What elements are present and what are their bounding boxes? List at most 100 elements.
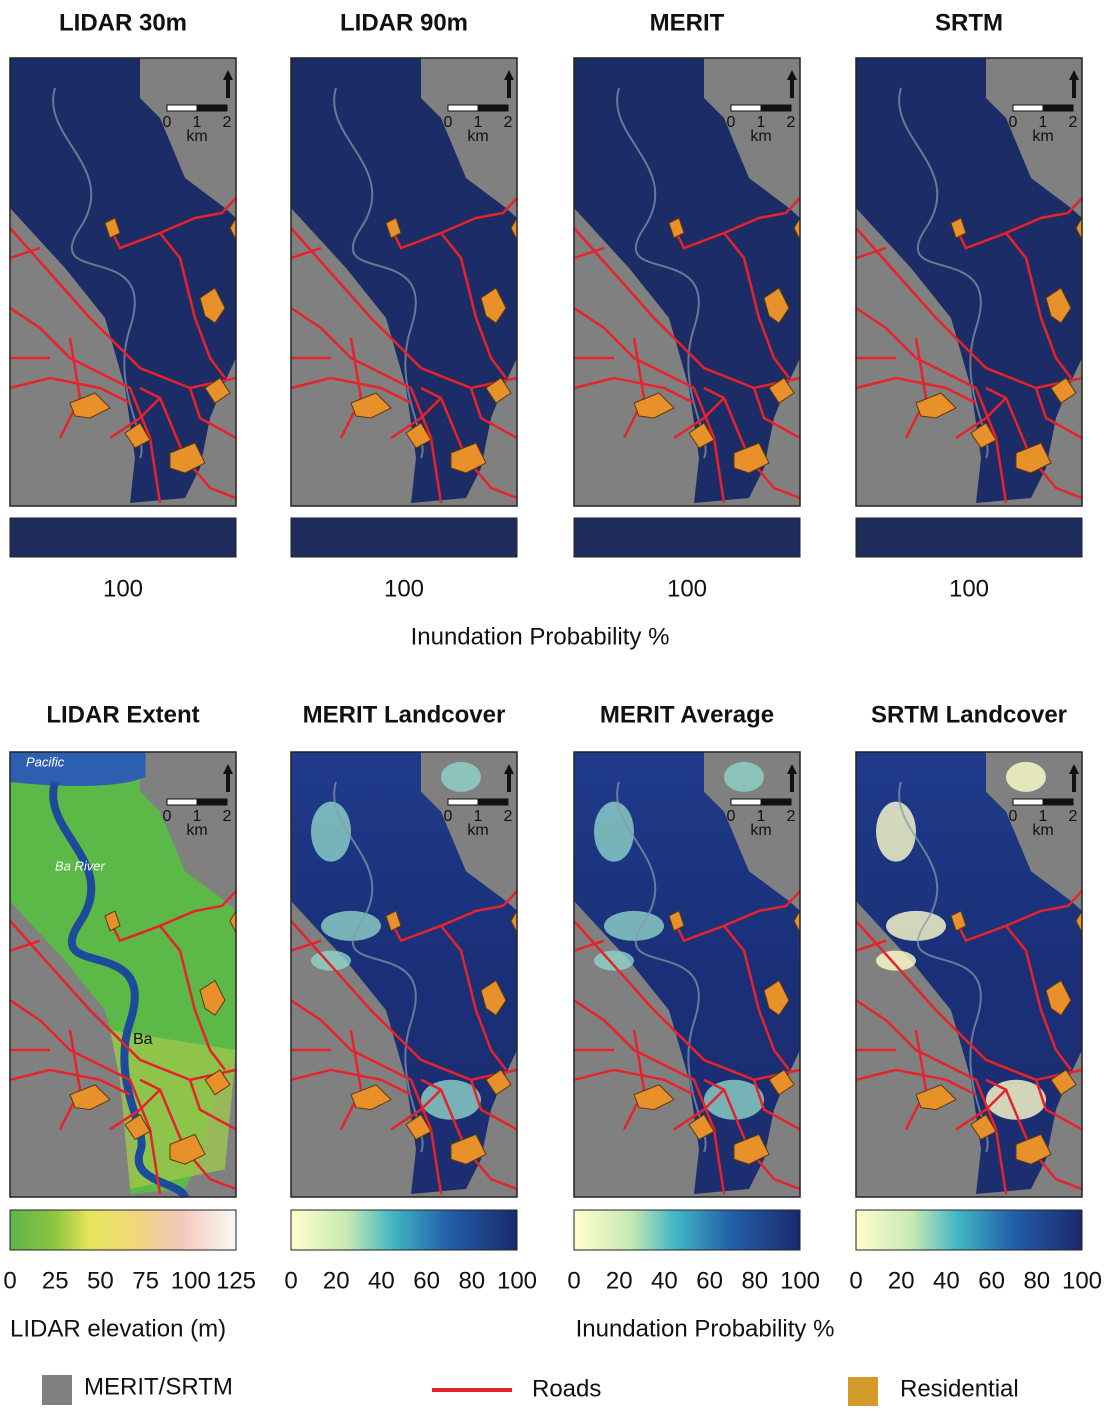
color-bar-tick: 60 bbox=[978, 1267, 1005, 1294]
color-bar-tick: 50 bbox=[87, 1267, 114, 1294]
scale-bar bbox=[448, 799, 478, 805]
scale-tick: 0 bbox=[1009, 114, 1018, 131]
scale-unit: km bbox=[467, 128, 488, 145]
scale-bar bbox=[1013, 105, 1043, 111]
scale-unit: km bbox=[186, 128, 207, 145]
scale-tick: 2 bbox=[504, 114, 513, 131]
axis-label: LIDAR elevation (m) bbox=[10, 1315, 226, 1342]
map-label: Pacific bbox=[26, 754, 65, 769]
legend-swatch bbox=[848, 1377, 878, 1406]
scale-unit: km bbox=[467, 822, 488, 839]
panel-title: MERIT Landcover bbox=[303, 701, 506, 728]
scale-tick: 0 bbox=[163, 808, 172, 825]
color-bar bbox=[574, 1210, 800, 1250]
low-probability-patch bbox=[441, 762, 481, 792]
color-bar-tick: 0 bbox=[567, 1267, 580, 1294]
scale-bar bbox=[478, 105, 508, 111]
legend-swatch bbox=[42, 1375, 72, 1405]
color-bar-tick: 80 bbox=[741, 1267, 768, 1294]
scale-bar bbox=[197, 799, 227, 805]
low-probability-patch bbox=[321, 911, 381, 941]
panel-title: SRTM bbox=[935, 9, 1003, 36]
scale-tick: 0 bbox=[444, 808, 453, 825]
color-bar-tick: 0 bbox=[3, 1267, 16, 1294]
low-probability-patch bbox=[604, 911, 664, 941]
low-probability-patch bbox=[886, 911, 946, 941]
scale-bar bbox=[761, 105, 791, 111]
scale-bar bbox=[1013, 799, 1043, 805]
legend-label: MERIT/SRTM bbox=[84, 1373, 233, 1400]
color-bar-tick: 60 bbox=[696, 1267, 723, 1294]
color-bar-tick: 100 bbox=[1062, 1267, 1102, 1294]
color-bar-label: 100 bbox=[949, 575, 989, 602]
scale-bar bbox=[731, 799, 761, 805]
color-bar bbox=[856, 1210, 1082, 1250]
scale-bar bbox=[167, 799, 197, 805]
panel-title: LIDAR 90m bbox=[340, 9, 468, 36]
scale-unit: km bbox=[186, 822, 207, 839]
color-bar-tick: 0 bbox=[284, 1267, 297, 1294]
color-bar-tick: 75 bbox=[132, 1267, 159, 1294]
map-label: Ba River bbox=[55, 858, 106, 873]
scale-tick: 2 bbox=[1069, 808, 1078, 825]
scale-tick: 2 bbox=[787, 808, 796, 825]
low-probability-patch bbox=[724, 762, 764, 792]
color-bar-tick: 0 bbox=[849, 1267, 862, 1294]
map-label: Ba bbox=[133, 1031, 153, 1048]
axis-label: Inundation Probability % bbox=[576, 1315, 835, 1342]
scale-tick: 0 bbox=[727, 114, 736, 131]
color-bar bbox=[291, 1210, 517, 1250]
scale-tick: 2 bbox=[504, 808, 513, 825]
scale-tick: 2 bbox=[1069, 114, 1078, 131]
panel-title: LIDAR Extent bbox=[46, 701, 199, 728]
color-bar-tick: 60 bbox=[413, 1267, 440, 1294]
scale-tick: 0 bbox=[163, 114, 172, 131]
low-probability-patch bbox=[594, 951, 634, 971]
color-bar-label: 100 bbox=[103, 575, 143, 602]
scale-unit: km bbox=[750, 822, 771, 839]
scale-tick: 2 bbox=[223, 808, 232, 825]
low-probability-patch bbox=[311, 802, 351, 862]
scale-bar bbox=[1043, 105, 1073, 111]
color-bar bbox=[291, 518, 517, 557]
color-bar-tick: 80 bbox=[1023, 1267, 1050, 1294]
scale-bar bbox=[448, 105, 478, 111]
color-bar-label: 100 bbox=[384, 575, 424, 602]
color-bar-tick: 40 bbox=[368, 1267, 395, 1294]
scale-tick: 0 bbox=[1009, 808, 1018, 825]
color-bar bbox=[574, 518, 800, 557]
panel-title: MERIT Average bbox=[600, 701, 774, 728]
scale-bar bbox=[478, 799, 508, 805]
low-probability-patch bbox=[311, 951, 351, 971]
color-bar-tick: 100 bbox=[171, 1267, 211, 1294]
scale-unit: km bbox=[1032, 822, 1053, 839]
figure: Inundation Probability % LIDAR elevation… bbox=[0, 0, 1109, 1406]
scale-tick: 2 bbox=[223, 114, 232, 131]
scale-bar bbox=[1043, 799, 1073, 805]
panel-title: SRTM Landcover bbox=[871, 701, 1067, 728]
color-bar-label: 100 bbox=[667, 575, 707, 602]
scale-tick: 0 bbox=[444, 114, 453, 131]
color-bar-tick: 20 bbox=[606, 1267, 633, 1294]
low-probability-patch bbox=[1006, 762, 1046, 792]
legend-label: Roads bbox=[532, 1375, 601, 1402]
color-bar-tick: 100 bbox=[780, 1267, 820, 1294]
scale-bar bbox=[731, 105, 761, 111]
axis-label: Inundation Probability % bbox=[411, 623, 670, 650]
panel-title: MERIT bbox=[650, 9, 725, 36]
color-bar-tick: 20 bbox=[323, 1267, 350, 1294]
scale-bar bbox=[761, 799, 791, 805]
color-bar-tick: 80 bbox=[458, 1267, 485, 1294]
color-bar-tick: 100 bbox=[497, 1267, 537, 1294]
scale-tick: 0 bbox=[727, 808, 736, 825]
legend-label: Residential bbox=[900, 1375, 1019, 1402]
color-bar-tick: 40 bbox=[651, 1267, 678, 1294]
scale-bar bbox=[197, 105, 227, 111]
color-bar-tick: 25 bbox=[42, 1267, 69, 1294]
scale-unit: km bbox=[750, 128, 771, 145]
low-probability-patch bbox=[876, 802, 916, 862]
color-bar bbox=[856, 518, 1082, 557]
color-bar-tick: 20 bbox=[888, 1267, 915, 1294]
low-probability-patch bbox=[876, 951, 916, 971]
color-bar bbox=[10, 1210, 236, 1250]
